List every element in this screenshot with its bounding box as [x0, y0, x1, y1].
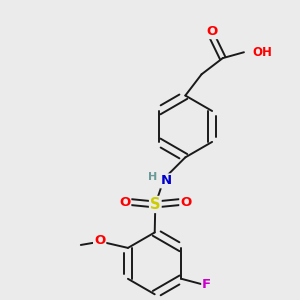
Text: N: N	[161, 174, 172, 188]
Text: OH: OH	[252, 46, 272, 59]
Text: O: O	[94, 234, 105, 247]
Text: O: O	[180, 196, 191, 208]
Text: O: O	[207, 25, 218, 38]
Text: O: O	[119, 196, 130, 208]
Text: S: S	[150, 197, 160, 212]
Text: F: F	[202, 278, 212, 291]
Text: H: H	[148, 172, 157, 182]
